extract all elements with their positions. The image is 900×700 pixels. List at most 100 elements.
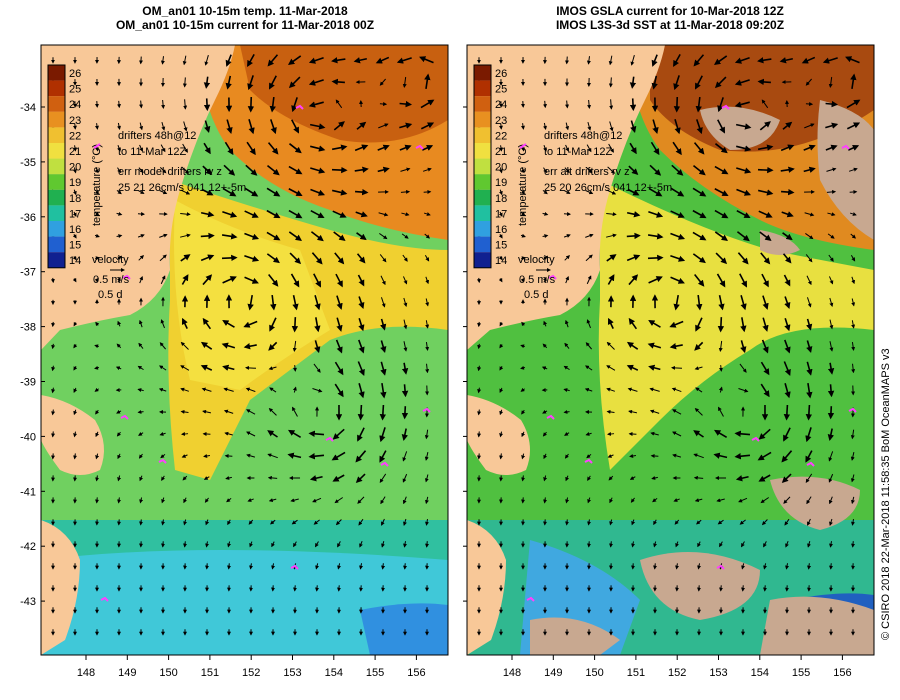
current-arrow [204, 55, 209, 66]
current-arrow [160, 319, 166, 329]
current-arrow [584, 387, 593, 392]
current-arrow [181, 274, 189, 285]
current-arrow [829, 341, 834, 352]
current-arrow [498, 145, 503, 152]
current-arrow [267, 142, 279, 155]
current-arrow [785, 541, 789, 548]
current-arrow [245, 387, 256, 393]
current-arrow [95, 189, 99, 195]
current-arrow [287, 429, 302, 439]
current-arrow [826, 189, 837, 194]
current-arrow [672, 431, 682, 437]
current-arrow [200, 211, 215, 218]
left-cool-cyan [41, 550, 448, 655]
current-arrow [308, 101, 324, 108]
current-arrow [267, 165, 280, 176]
drifter-track [380, 461, 389, 467]
current-arrow [606, 387, 615, 392]
current-arrow [565, 275, 569, 284]
current-arrow [159, 190, 168, 195]
current-arrow [829, 319, 834, 330]
current-arrow [670, 210, 685, 218]
current-arrow [223, 164, 236, 176]
longitude-tick: 155 [792, 667, 810, 679]
drifter-track [848, 407, 857, 413]
left-panel-title: OM_an01 10-15m temp. 11-Mar-2018 OM_an01… [40, 4, 450, 32]
current-arrow [828, 451, 834, 462]
longitude-tick: 149 [544, 667, 562, 679]
current-arrow [291, 317, 299, 333]
current-arrow [310, 167, 326, 174]
current-arrow [695, 119, 703, 135]
right-colorbar-tick: 17 [495, 208, 507, 220]
current-arrow [247, 294, 254, 311]
longitude-tick: 155 [366, 667, 384, 679]
current-arrow [381, 541, 385, 548]
current-arrow [606, 254, 617, 262]
left-title-line2: OM_an01 10-15m current for 11-Mar-2018 0… [115, 18, 375, 32]
current-arrow [542, 276, 547, 283]
current-arrow [825, 122, 839, 129]
current-arrow [585, 254, 593, 262]
current-arrow [717, 119, 726, 134]
current-arrow [542, 234, 549, 239]
latitude-tick: -38 [20, 322, 36, 334]
current-arrow [734, 430, 751, 438]
current-arrow [520, 256, 526, 261]
current-arrow [762, 317, 769, 332]
longitude-tick: 150 [159, 667, 177, 679]
current-arrow [403, 341, 408, 352]
current-arrow [806, 318, 813, 331]
current-arrow [51, 365, 56, 372]
current-arrow [159, 432, 166, 436]
current-arrow [205, 519, 210, 526]
current-arrow [73, 387, 78, 393]
current-arrow [783, 404, 791, 421]
current-arrow [310, 188, 326, 196]
current-arrow [222, 187, 237, 197]
current-arrow [180, 387, 189, 392]
current-arrow [719, 541, 723, 548]
current-arrow [851, 341, 856, 351]
longitude-tick: 154 [751, 667, 769, 679]
current-arrow [629, 476, 636, 480]
current-arrow [673, 498, 680, 502]
current-arrow [268, 498, 277, 503]
current-arrow [609, 99, 614, 110]
current-arrow [138, 167, 144, 174]
current-arrow [266, 231, 281, 241]
current-arrow [359, 541, 363, 548]
current-arrow [607, 274, 615, 285]
current-arrow [652, 497, 658, 503]
current-arrow [586, 56, 591, 65]
latitude-tick: -37 [20, 267, 36, 279]
current-arrow [379, 473, 387, 483]
current-arrow [758, 210, 773, 218]
current-arrow [424, 451, 429, 461]
current-arrow [380, 382, 387, 399]
current-arrow [200, 254, 215, 262]
current-arrow [587, 122, 592, 131]
current-arrow [693, 54, 705, 67]
current-arrow [563, 388, 570, 392]
longitude-tick: 152 [668, 667, 686, 679]
longitude-tick: 151 [201, 667, 219, 679]
current-arrow [315, 563, 320, 570]
current-arrow [608, 77, 613, 88]
current-arrow [498, 211, 503, 217]
current-arrow [692, 231, 707, 241]
current-arrow [401, 362, 409, 375]
current-arrow [117, 100, 122, 109]
current-arrow [827, 362, 835, 375]
current-arrow [784, 339, 791, 354]
current-arrow [269, 317, 277, 332]
current-arrow [73, 321, 78, 327]
current-arrow [378, 123, 389, 129]
current-arrow [183, 497, 187, 504]
current-arrow [247, 498, 254, 502]
current-arrow [95, 167, 99, 174]
current-arrow [763, 541, 767, 548]
current-arrow [353, 57, 367, 64]
left-current-arrows [50, 54, 435, 636]
current-arrow [331, 166, 348, 174]
